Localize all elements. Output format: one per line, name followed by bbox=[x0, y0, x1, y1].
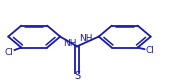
Text: S: S bbox=[74, 71, 80, 81]
Text: NH: NH bbox=[64, 39, 77, 48]
Text: NH: NH bbox=[79, 34, 93, 43]
Text: Cl: Cl bbox=[4, 48, 13, 57]
Text: Cl: Cl bbox=[145, 46, 154, 55]
